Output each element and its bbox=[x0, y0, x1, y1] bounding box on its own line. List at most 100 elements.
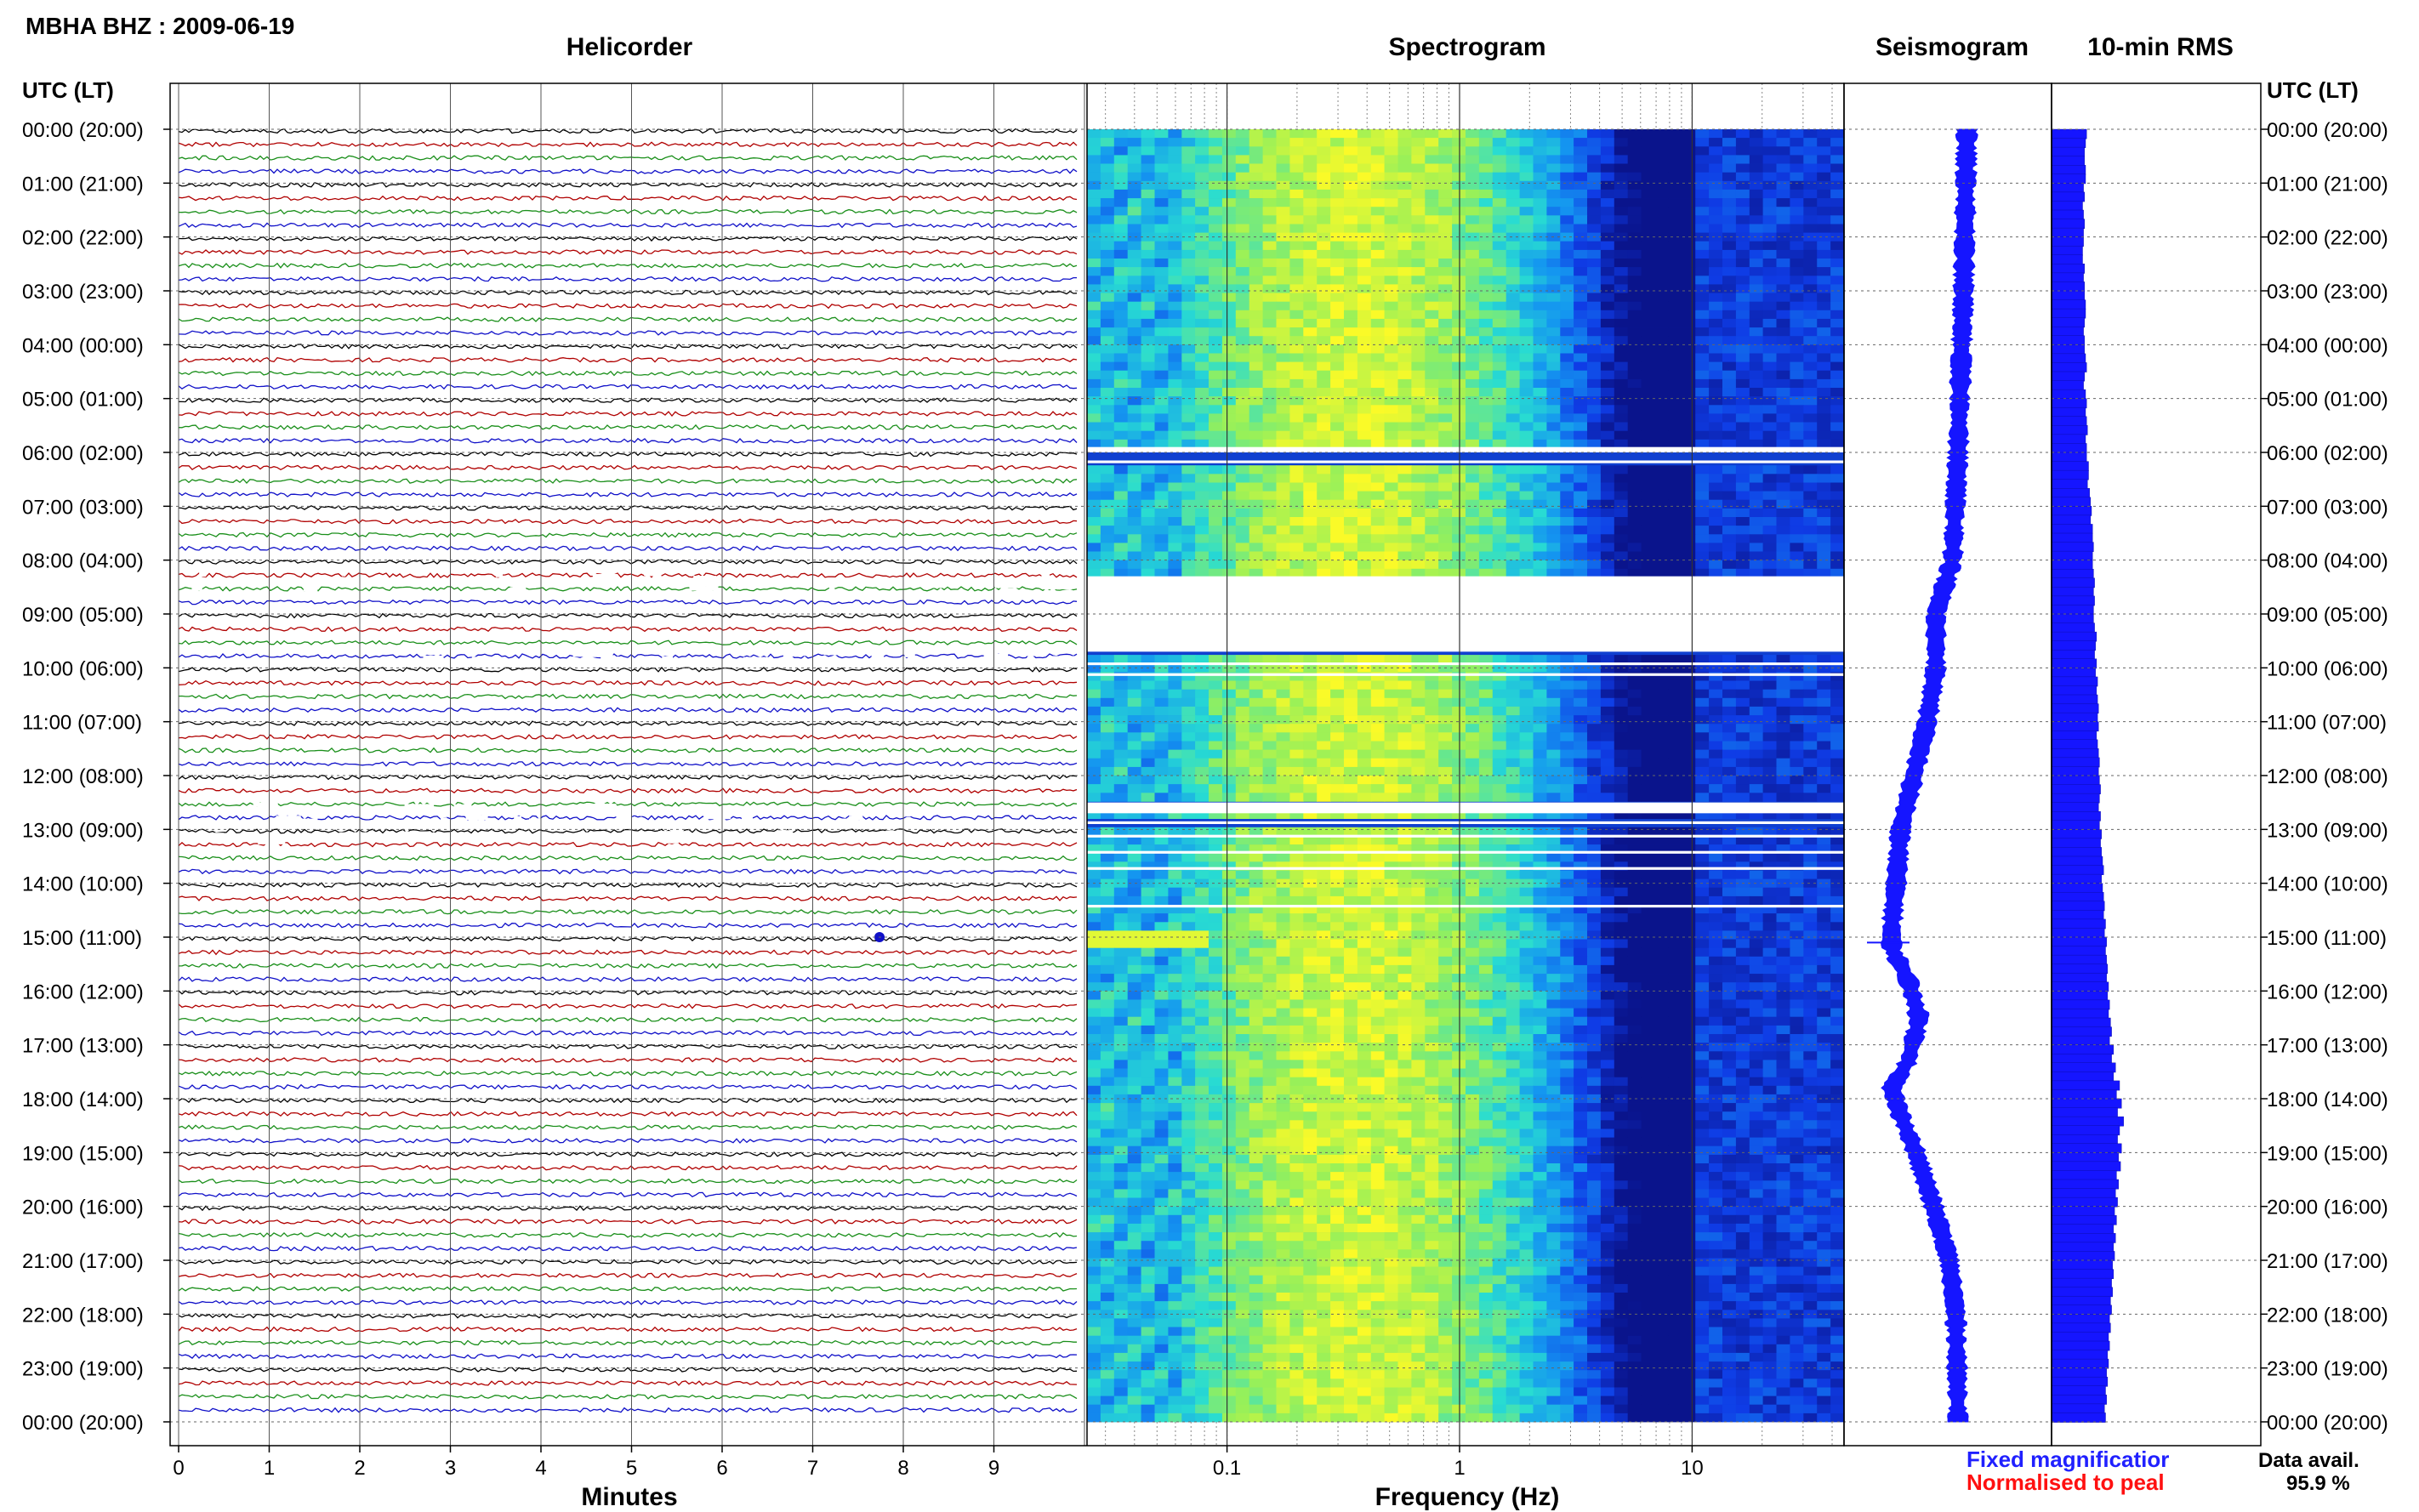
spectrogram-cell bbox=[1425, 974, 1439, 983]
spectrogram-cell bbox=[1330, 999, 1345, 1009]
spectrogram-cell bbox=[1127, 887, 1142, 897]
spectrogram-cell bbox=[1087, 766, 1101, 776]
spectrogram-cell bbox=[1560, 232, 1574, 242]
spectrogram-cell bbox=[1209, 430, 1223, 441]
spectrogram-cell bbox=[1735, 474, 1750, 483]
spectrogram-cell bbox=[1317, 439, 1331, 449]
spectrogram-cell bbox=[1127, 715, 1142, 725]
spectrogram-cell bbox=[1478, 706, 1494, 716]
spectrogram-cell bbox=[1627, 715, 1642, 725]
spectrogram-cell bbox=[1762, 680, 1778, 690]
spectrogram-cell bbox=[1262, 413, 1278, 423]
spectrogram-cell bbox=[1492, 964, 1507, 975]
spectrogram-cell bbox=[1397, 405, 1412, 414]
spectrogram-cell bbox=[1181, 422, 1196, 431]
spectrogram-cell bbox=[1709, 224, 1723, 233]
spectrogram-cell bbox=[1668, 766, 1682, 776]
spectrogram-cell bbox=[1235, 776, 1250, 785]
spectrogram-cell bbox=[1505, 215, 1521, 225]
spectrogram-cell bbox=[1452, 956, 1466, 966]
spectrogram-cell bbox=[1087, 784, 1101, 793]
spectrogram-cell bbox=[1411, 672, 1426, 681]
spectrogram-cell bbox=[1330, 672, 1345, 681]
spectrogram-cell bbox=[1466, 956, 1480, 966]
spectrogram-cell bbox=[1289, 939, 1304, 948]
spectrogram-cell bbox=[1452, 741, 1466, 750]
spectrogram-cell bbox=[1682, 982, 1696, 992]
spectrogram-cell bbox=[1357, 413, 1372, 423]
spectrogram-cell bbox=[1762, 551, 1778, 560]
spectrogram-cell bbox=[1289, 776, 1304, 785]
spectrogram-cell bbox=[1127, 793, 1142, 802]
spectrogram-cell bbox=[1790, 543, 1804, 552]
spectrogram-cell bbox=[1221, 766, 1237, 776]
spectrogram-cell bbox=[1830, 732, 1845, 742]
spectrogram-cell bbox=[1533, 974, 1547, 983]
spectrogram-cell bbox=[1749, 680, 1764, 690]
spectrogram-cell bbox=[1452, 378, 1466, 389]
spectrogram-cell bbox=[1519, 396, 1534, 406]
spectrogram-cell bbox=[1411, 715, 1426, 725]
spectrogram-cell bbox=[1221, 336, 1237, 345]
spectrogram-cell bbox=[1790, 913, 1804, 923]
spectrogram-cell bbox=[1195, 378, 1210, 389]
spectrogram-cell bbox=[1641, 784, 1656, 793]
spectrogram-cell bbox=[1803, 758, 1818, 768]
spectrogram-cell bbox=[1289, 491, 1304, 501]
spectrogram-cell bbox=[1154, 887, 1169, 897]
spectrogram-cell bbox=[1411, 396, 1426, 406]
spectrogram-cell bbox=[1749, 534, 1764, 543]
spectrogram-cell bbox=[1574, 776, 1588, 785]
spectrogram-cell bbox=[1181, 241, 1196, 251]
spectrogram-cell bbox=[1709, 560, 1723, 570]
spectrogram-cell bbox=[1113, 259, 1129, 268]
spectrogram-cell bbox=[1641, 465, 1656, 475]
spectrogram-cell bbox=[1560, 793, 1574, 802]
spectrogram-cell bbox=[1276, 715, 1290, 725]
spectrogram-cell bbox=[1519, 835, 1534, 845]
spectrogram-cell bbox=[1614, 310, 1629, 320]
spectrogram-cell bbox=[1438, 155, 1453, 164]
spectrogram-cell bbox=[1370, 939, 1386, 948]
spectrogram-cell bbox=[1154, 715, 1169, 725]
spectrogram-cell bbox=[1168, 249, 1182, 259]
spectrogram-cell bbox=[1735, 249, 1750, 259]
spectrogram-cell bbox=[1344, 697, 1358, 708]
spectrogram-cell bbox=[1154, 508, 1169, 518]
spectrogram-cell bbox=[1519, 982, 1534, 992]
spectrogram-cell bbox=[1249, 508, 1264, 518]
spectrogram-cell bbox=[1276, 853, 1290, 862]
spectrogram-cell bbox=[1560, 947, 1574, 958]
spectrogram-cell bbox=[1384, 982, 1399, 992]
spectrogram-cell bbox=[1438, 749, 1453, 759]
spectrogram-cell bbox=[1762, 370, 1778, 380]
spectrogram-cell bbox=[1195, 827, 1210, 837]
spectrogram-cell bbox=[1478, 835, 1494, 845]
spectrogram-cell bbox=[1221, 543, 1237, 552]
spectrogram-cell bbox=[1452, 715, 1466, 725]
spectrogram-cell bbox=[1141, 655, 1156, 664]
spectrogram-cell bbox=[1113, 224, 1129, 233]
spectrogram-cell bbox=[1735, 913, 1750, 923]
spectrogram-cell bbox=[1749, 430, 1764, 441]
spectrogram-cell bbox=[1209, 344, 1223, 354]
spectrogram-cell bbox=[1627, 293, 1642, 302]
spectrogram-cell bbox=[1722, 982, 1737, 992]
spectrogram-cell bbox=[1384, 568, 1399, 578]
spectrogram-cell bbox=[1478, 344, 1494, 354]
spectrogram-cell bbox=[1803, 344, 1818, 354]
spectrogram-cell bbox=[1397, 413, 1412, 423]
spectrogram-cell bbox=[1466, 482, 1480, 492]
spectrogram-cell bbox=[1154, 232, 1169, 242]
spectrogram-cell bbox=[1695, 776, 1710, 785]
spectrogram-cell bbox=[1654, 224, 1669, 233]
spectrogram-cell bbox=[1384, 508, 1399, 518]
spectrogram-cell bbox=[1209, 956, 1223, 966]
spectrogram-cell bbox=[1803, 129, 1818, 139]
spectrogram-cell bbox=[1505, 138, 1521, 147]
spectrogram-cell bbox=[1533, 138, 1547, 147]
spectrogram-cell bbox=[1141, 482, 1156, 492]
spectrogram-cell bbox=[1600, 741, 1615, 750]
spectrogram-cell bbox=[1627, 405, 1642, 414]
spectrogram-cell bbox=[1519, 224, 1534, 233]
